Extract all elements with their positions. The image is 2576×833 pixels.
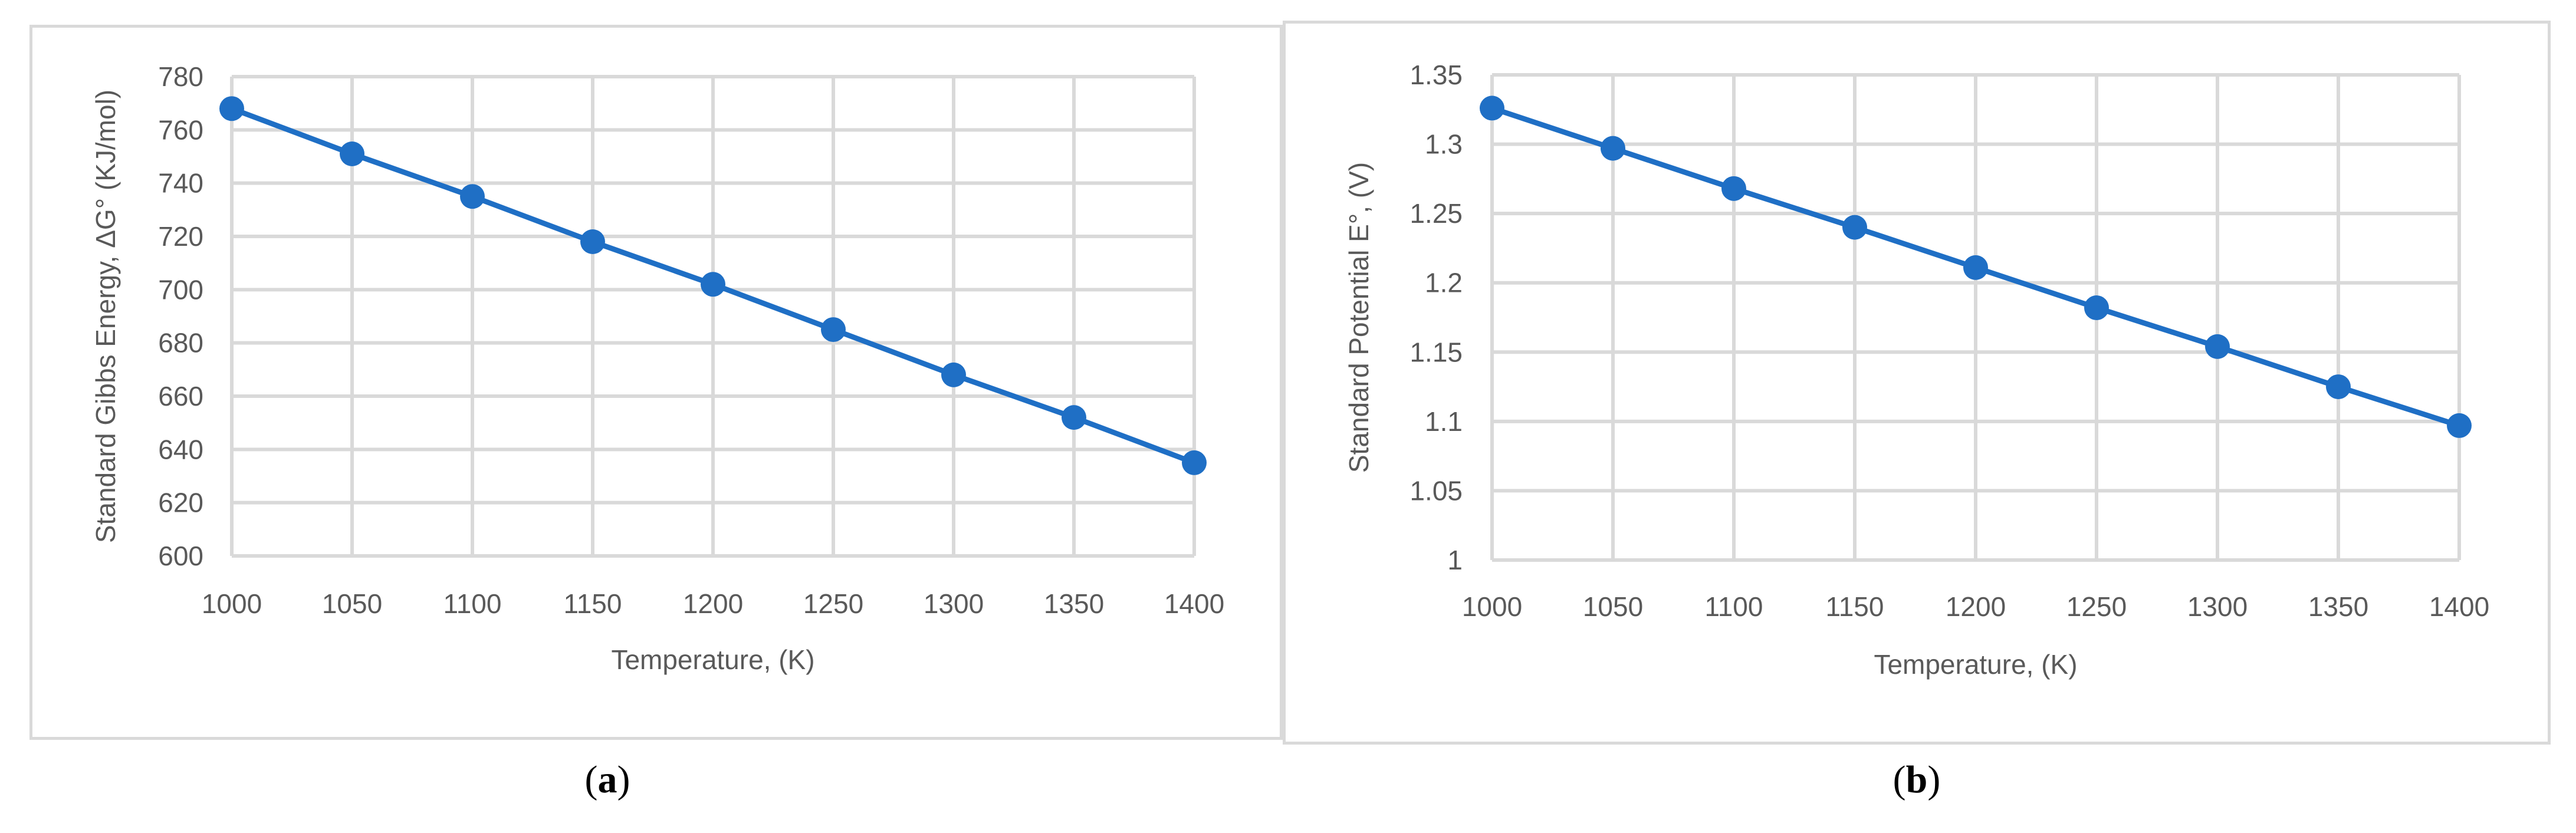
x-tick-label: 1250 bbox=[2066, 591, 2127, 622]
x-tick-label: 1200 bbox=[1946, 591, 2006, 622]
x-tick-label: 1350 bbox=[2308, 591, 2368, 622]
y-tick-label: 1.35 bbox=[1409, 60, 1463, 90]
y-tick-label: 1.3 bbox=[1425, 129, 1463, 160]
data-point bbox=[1601, 136, 1625, 161]
data-point bbox=[1842, 215, 1867, 240]
y-axis-title: Standard Potential E°, (V) bbox=[1343, 162, 1374, 473]
caption-a-letter: a bbox=[598, 758, 617, 801]
y-tick-label: 1.2 bbox=[1425, 268, 1463, 298]
x-tick-label: 1050 bbox=[1583, 591, 1643, 622]
x-tick-label: 1000 bbox=[1462, 591, 1522, 622]
y-tick-label: 1.15 bbox=[1409, 337, 1463, 367]
data-point bbox=[1480, 96, 1504, 120]
x-tick-label: 1100 bbox=[1705, 591, 1763, 622]
y-tick-label: 1.05 bbox=[1409, 475, 1463, 506]
y-tick-label: 1 bbox=[1447, 545, 1463, 575]
data-point bbox=[1963, 255, 1988, 280]
x-axis-title: Temperature, (K) bbox=[1874, 649, 2077, 680]
data-point bbox=[2326, 374, 2351, 399]
x-tick-label: 1300 bbox=[2187, 591, 2248, 622]
data-point bbox=[2084, 295, 2109, 320]
caption-b: (b) bbox=[1828, 758, 2005, 802]
x-tick-label: 1150 bbox=[1826, 591, 1884, 622]
y-tick-label: 1.1 bbox=[1425, 406, 1463, 437]
caption-a: (a) bbox=[519, 758, 696, 802]
data-point bbox=[2205, 334, 2230, 359]
y-tick-label: 1.25 bbox=[1409, 198, 1463, 229]
data-point bbox=[2447, 413, 2472, 438]
x-tick-label: 1400 bbox=[2429, 591, 2489, 622]
data-point bbox=[1721, 176, 1746, 201]
caption-b-letter: b bbox=[1906, 758, 1928, 801]
